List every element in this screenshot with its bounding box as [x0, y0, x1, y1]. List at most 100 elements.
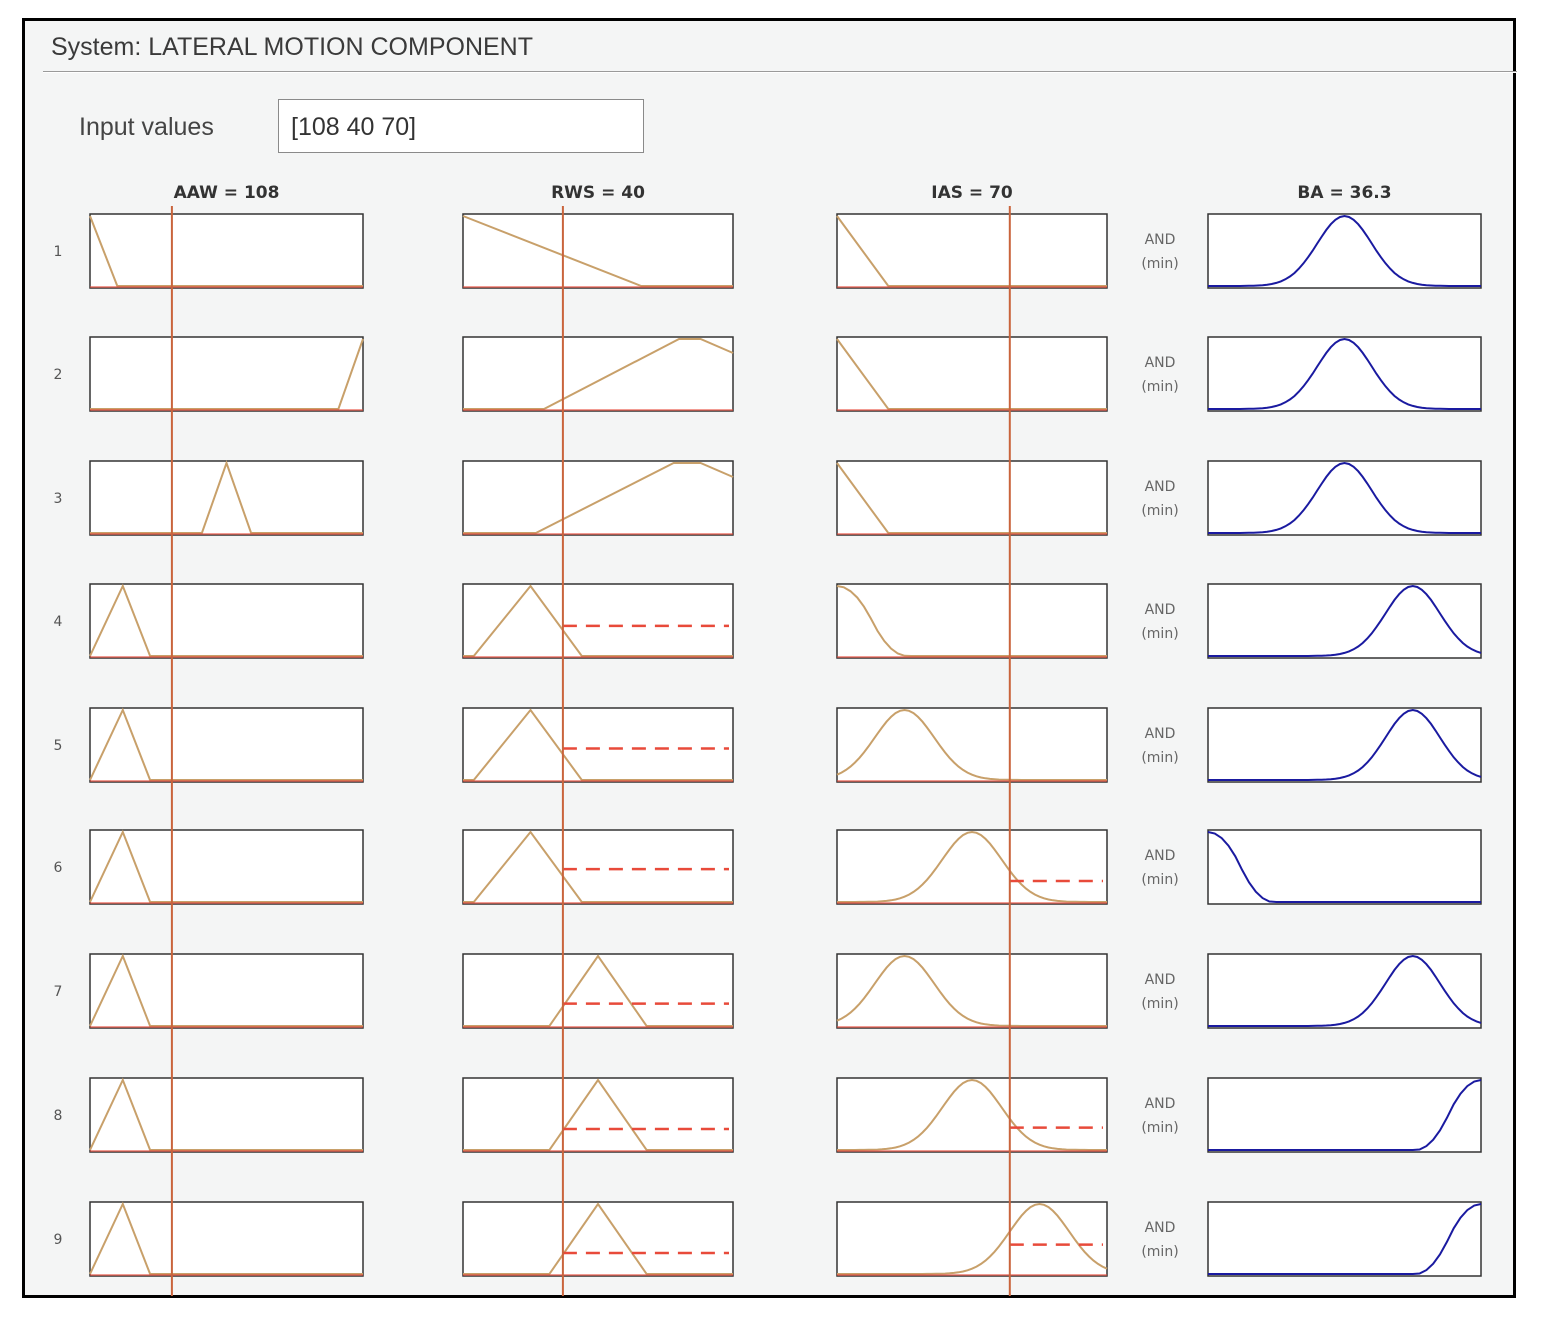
input-values-field[interactable]: [108 40 70] — [278, 99, 644, 153]
plot-frame — [1207, 707, 1482, 783]
output-membership-curve — [1208, 461, 1481, 534]
rule-number: 7 — [54, 984, 63, 1000]
rule-1-plot-4[interactable] — [1207, 213, 1482, 289]
rule-3-plot-1[interactable] — [89, 459, 364, 536]
rule-number: 5 — [54, 738, 63, 754]
output-membership-curve — [1208, 584, 1482, 657]
plot-frame — [462, 460, 734, 536]
min-operator-label: (min) — [1141, 1120, 1178, 1136]
rule-6-plot-1[interactable] — [89, 829, 364, 905]
rule-7-plot-4[interactable] — [1207, 953, 1482, 1029]
plot-frame — [89, 829, 364, 905]
plot-frame — [1207, 213, 1482, 289]
plot-frame — [836, 583, 1108, 659]
rule-6-plot-2[interactable] — [462, 829, 734, 905]
plot-frame — [89, 707, 364, 783]
plot-frame — [462, 707, 734, 783]
rule-5-plot-1[interactable] — [89, 707, 364, 783]
rule-3-plot-4[interactable] — [1207, 460, 1482, 536]
plot-frame — [1207, 336, 1482, 412]
plot-frame — [462, 829, 734, 905]
rule-number: 1 — [54, 244, 63, 260]
and-operator-label: AND — [1145, 1096, 1176, 1112]
and-operator-label: AND — [1145, 355, 1176, 371]
rule-3-plot-2[interactable] — [462, 460, 734, 536]
output-membership-curve — [1208, 708, 1482, 781]
plot-frame — [462, 583, 734, 659]
plot-frame — [89, 336, 364, 412]
plot-frame — [89, 460, 364, 536]
rule-4-plot-1[interactable] — [89, 583, 364, 659]
rule-1-plot-1[interactable] — [89, 213, 364, 289]
plot-frame — [462, 1201, 734, 1277]
plot-frame — [89, 1077, 364, 1153]
rule-3-plot-3[interactable] — [836, 460, 1108, 536]
plot-frame — [836, 829, 1108, 905]
rule-2-plot-2[interactable] — [462, 336, 734, 412]
column-header-1: AAW = 108 — [174, 183, 280, 203]
input-values-label: Input values — [79, 113, 214, 141]
rule-number: 4 — [54, 614, 63, 630]
output-membership-curve — [1208, 1079, 1482, 1151]
plot-frame — [836, 213, 1108, 289]
rule-8-plot-2[interactable] — [462, 1077, 734, 1153]
rule-4-plot-3[interactable] — [836, 583, 1108, 659]
plot-frame — [1207, 953, 1482, 1029]
min-operator-label: (min) — [1141, 626, 1178, 642]
min-operator-label: (min) — [1141, 503, 1178, 519]
plot-frame — [836, 707, 1108, 783]
min-operator-label: (min) — [1141, 1244, 1178, 1260]
plot-frame — [1207, 1077, 1482, 1153]
column-header-2: RWS = 40 — [551, 183, 645, 203]
rule-8-plot-3[interactable] — [836, 1077, 1108, 1153]
rule-6-plot-4[interactable] — [1207, 829, 1482, 905]
and-operator-label: AND — [1145, 1220, 1176, 1236]
plot-frame — [462, 1077, 734, 1153]
plot-frame — [1207, 1201, 1482, 1277]
rule-5-plot-4[interactable] — [1207, 707, 1482, 783]
title-divider — [43, 71, 1517, 73]
plot-frame — [1207, 829, 1482, 905]
column-header-4: BA = 36.3 — [1297, 183, 1391, 203]
plot-frame — [462, 953, 734, 1029]
rule-number: 9 — [54, 1232, 63, 1248]
input-membership-curve — [837, 1078, 1107, 1151]
rule-5-plot-2[interactable] — [462, 707, 734, 783]
rule-number: 6 — [54, 860, 63, 876]
plot-frame — [1207, 583, 1482, 659]
rule-7-plot-1[interactable] — [89, 953, 364, 1029]
rule-2-plot-1[interactable] — [89, 336, 364, 412]
plot-frame — [836, 1077, 1108, 1153]
rule-7-plot-2[interactable] — [462, 953, 734, 1029]
column-header-3: IAS = 70 — [931, 183, 1013, 203]
plot-frame — [462, 213, 734, 289]
rule-9-plot-4[interactable] — [1207, 1201, 1482, 1277]
rule-4-plot-4[interactable] — [1207, 583, 1482, 659]
rule-7-plot-3[interactable] — [836, 953, 1108, 1029]
rule-8-plot-1[interactable] — [89, 1077, 364, 1153]
rule-9-plot-1[interactable] — [89, 1201, 364, 1277]
output-membership-curve — [1208, 214, 1481, 287]
and-operator-label: AND — [1145, 602, 1176, 618]
output-membership-curve — [1208, 954, 1482, 1027]
rule-1-plot-2[interactable] — [462, 213, 734, 289]
rule-9-plot-3[interactable] — [836, 1201, 1108, 1277]
rule-2-plot-3[interactable] — [836, 336, 1108, 412]
plot-frame — [89, 953, 364, 1029]
min-operator-label: (min) — [1141, 996, 1178, 1012]
min-operator-label: (min) — [1141, 256, 1178, 272]
system-title: System: LATERAL MOTION COMPONENT — [51, 33, 533, 61]
rule-4-plot-2[interactable] — [462, 583, 734, 659]
output-membership-curve — [1207, 831, 1481, 903]
plot-frame — [836, 953, 1108, 1029]
plot-frame — [836, 460, 1108, 536]
rule-8-plot-4[interactable] — [1207, 1077, 1482, 1153]
min-operator-label: (min) — [1141, 872, 1178, 888]
rule-number: 3 — [54, 491, 63, 507]
rule-5-plot-3[interactable] — [836, 707, 1108, 783]
rule-6-plot-3[interactable] — [836, 829, 1108, 905]
rule-2-plot-4[interactable] — [1207, 336, 1482, 412]
rule-1-plot-3[interactable] — [836, 213, 1108, 289]
rule-9-plot-2[interactable] — [462, 1201, 734, 1277]
